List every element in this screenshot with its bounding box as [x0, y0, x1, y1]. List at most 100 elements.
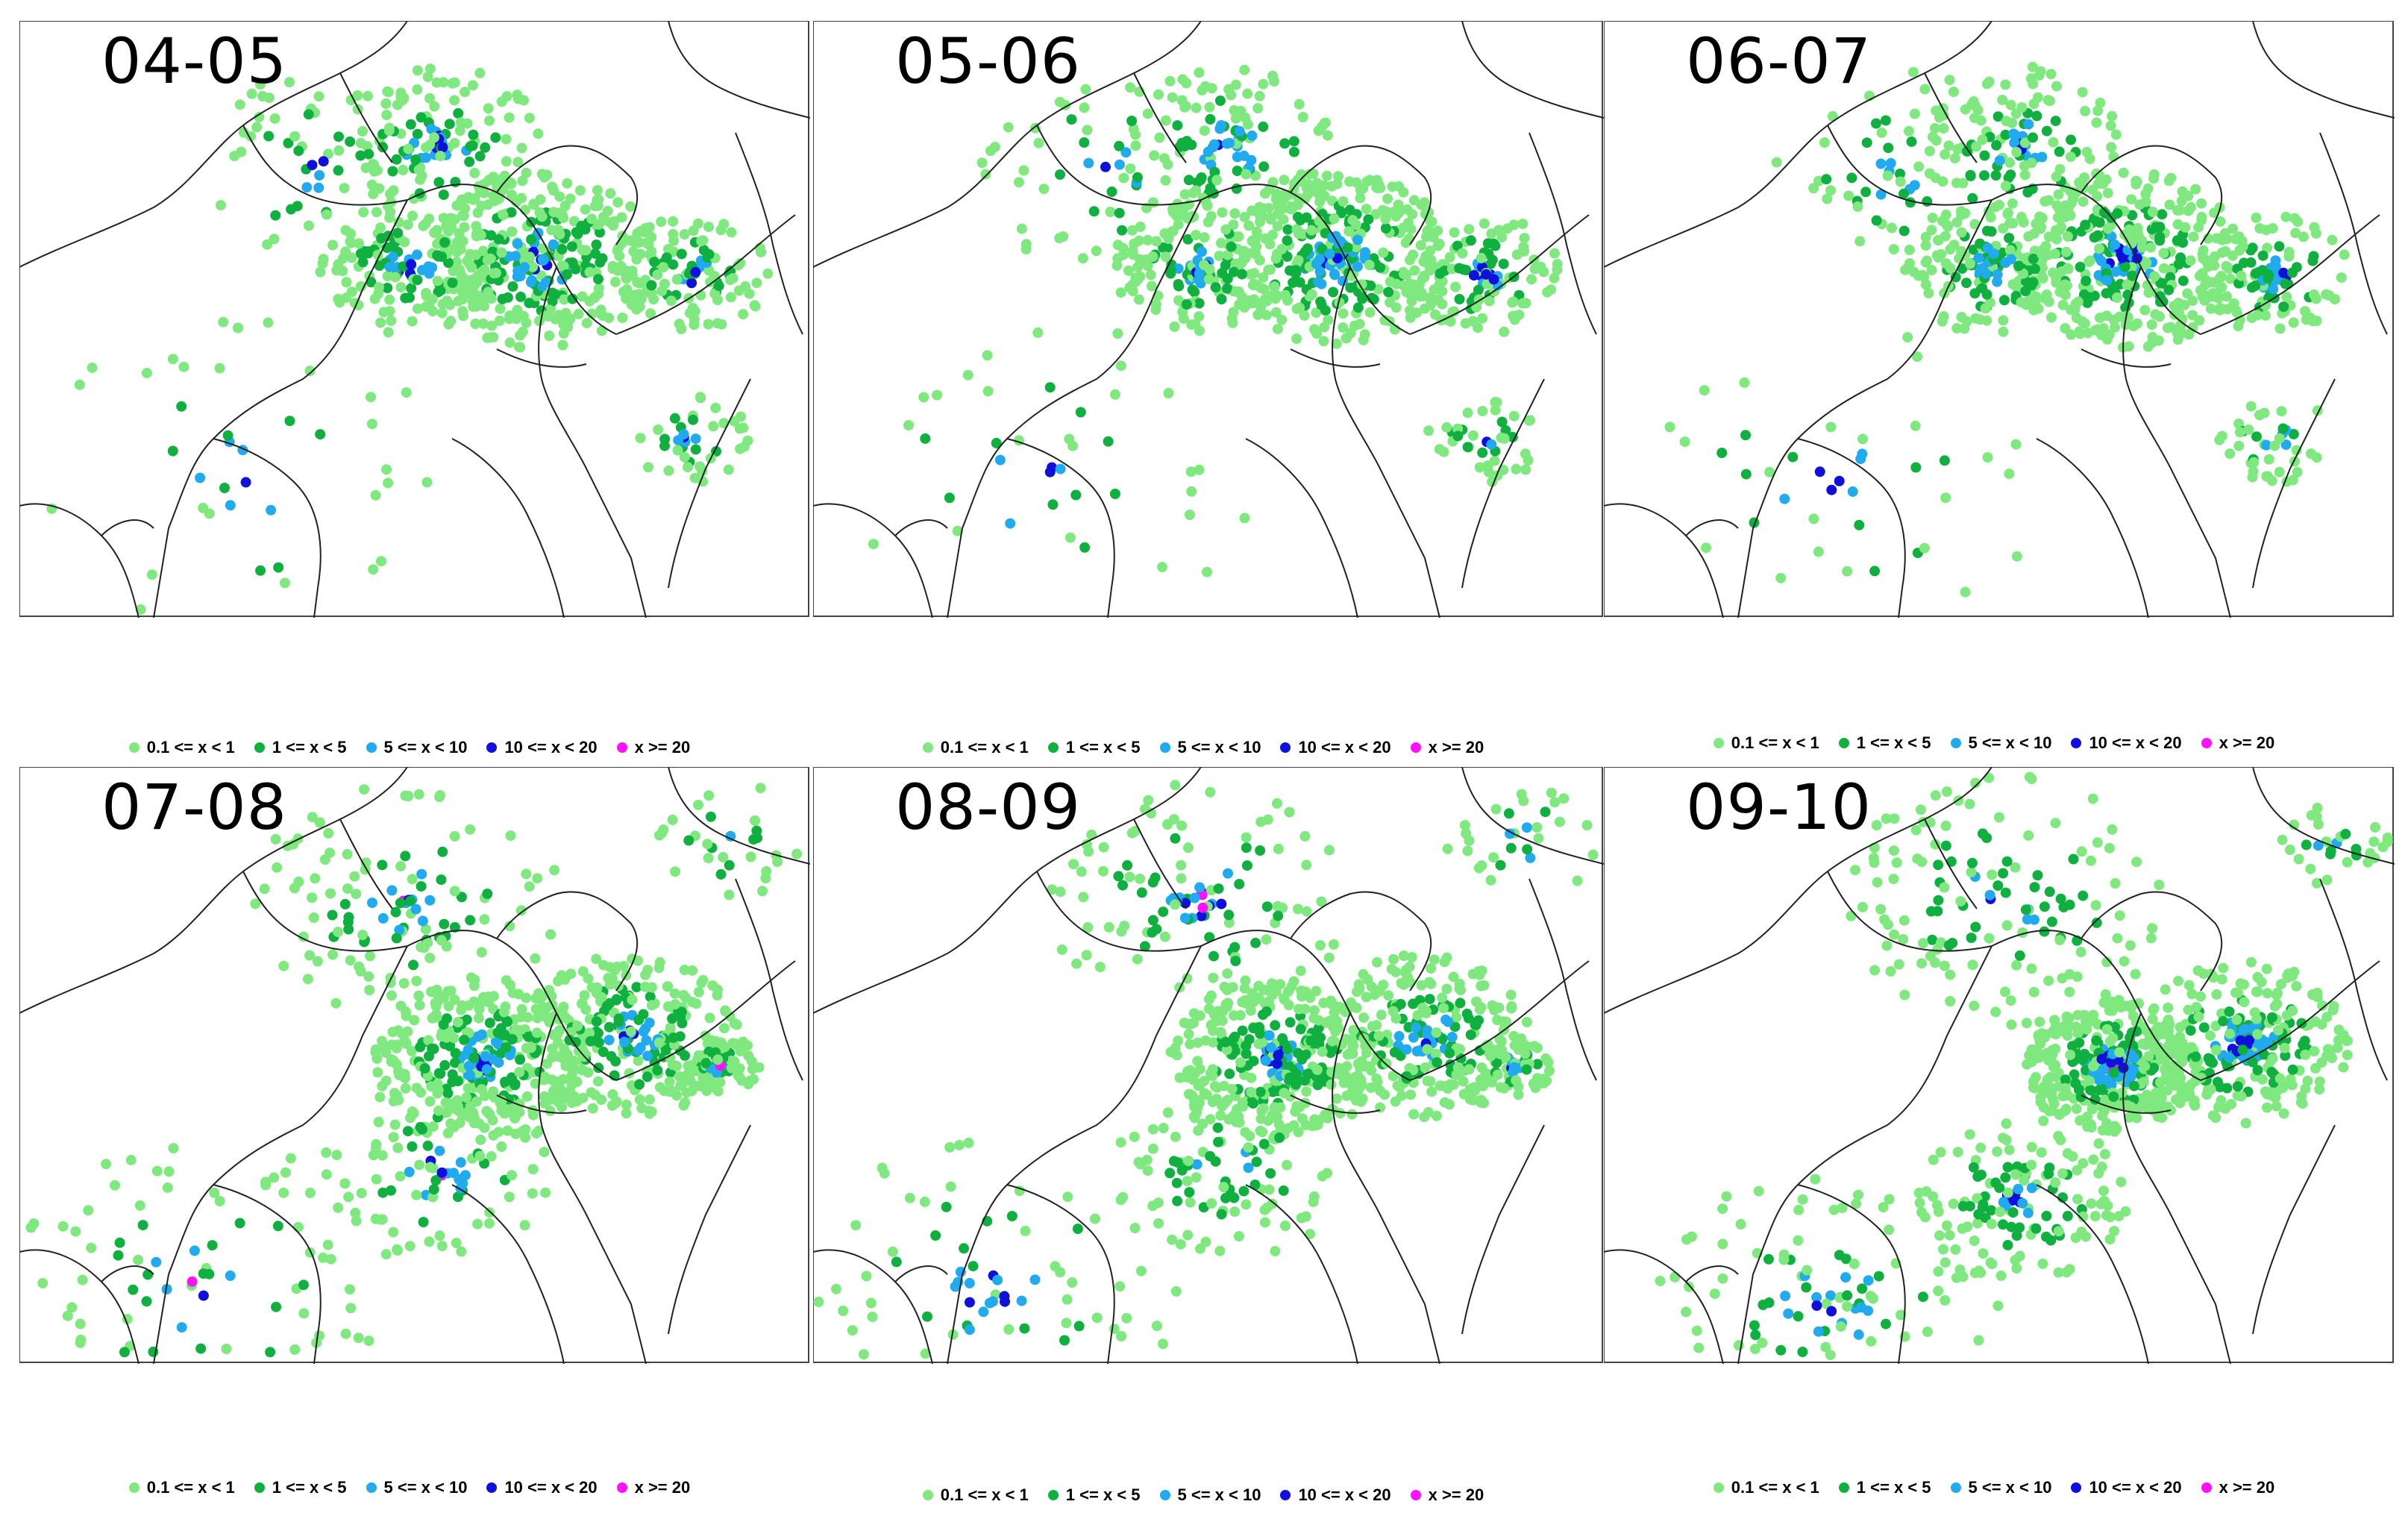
precip-station-dot — [1229, 104, 1240, 116]
precip-station-dot — [682, 1068, 693, 1080]
precip-station-dot — [2122, 279, 2133, 290]
precip-station-dot — [868, 539, 879, 550]
precip-station-dot — [1740, 469, 1752, 480]
precip-station-dot — [1882, 170, 1893, 181]
precip-station-dot — [385, 207, 396, 218]
precip-station-dot — [2057, 1091, 2069, 1102]
precip-station-dot — [1176, 1165, 1188, 1176]
precip-station-dot — [1424, 292, 1435, 304]
precip-station-dot — [1191, 1172, 1202, 1183]
precip-station-dot — [272, 1221, 283, 1232]
precip-station-dot — [420, 924, 431, 935]
precip-station-dot — [481, 1064, 492, 1075]
province-boundary — [668, 378, 751, 589]
precip-station-dot — [370, 1044, 381, 1055]
precip-station-dot — [528, 199, 539, 210]
precip-station-dot — [2095, 255, 2107, 266]
precip-station-dot — [1522, 844, 1533, 855]
precip-station-dot — [285, 1153, 296, 1164]
precip-station-dot — [471, 249, 481, 260]
precip-station-dot — [1258, 1103, 1269, 1114]
precip-station-dot — [1716, 448, 1728, 458]
precip-station-dot — [1291, 333, 1302, 344]
precip-station-dot — [479, 914, 490, 925]
precip-station-dot — [729, 1056, 740, 1067]
precip-station-dot — [384, 122, 395, 134]
precip-station-dot — [2107, 110, 2118, 122]
precip-station-dot — [445, 1118, 457, 1129]
precip-station-dot — [2269, 440, 2280, 451]
legend-dot-icon — [1159, 1490, 1170, 1500]
precip-station-dot — [460, 87, 471, 98]
precip-station-dot — [1123, 265, 1134, 276]
precip-station-dot — [1255, 1086, 1266, 1097]
precip-station-dot — [1382, 193, 1393, 204]
precip-station-dot — [1444, 251, 1455, 263]
precip-station-dot — [709, 271, 720, 282]
precip-station-dot — [1476, 1097, 1487, 1108]
precip-station-dot — [1940, 492, 1951, 504]
precip-station-dot — [2106, 142, 2117, 153]
precip-station-dot — [1275, 1102, 1286, 1113]
precip-station-dot — [313, 182, 324, 193]
precip-station-dot — [416, 868, 427, 880]
precip-station-dot — [565, 193, 576, 204]
precip-station-dot — [1305, 1036, 1317, 1046]
precip-station-dot — [1109, 489, 1120, 499]
precip-station-dot — [700, 1058, 712, 1068]
precip-station-dot — [269, 113, 280, 124]
precip-station-dot — [1813, 546, 1824, 557]
precip-station-dot — [1204, 101, 1215, 113]
precip-station-dot — [392, 1245, 403, 1256]
precip-station-dot — [412, 275, 423, 286]
precip-station-dot — [587, 1103, 598, 1114]
precip-station-dot — [718, 1023, 730, 1034]
precip-station-dot — [233, 322, 243, 333]
precip-station-dot — [2028, 304, 2039, 316]
precip-station-dot — [514, 1067, 525, 1078]
precip-station-dot — [1291, 224, 1302, 235]
precip-station-dot — [1439, 1097, 1450, 1108]
precip-station-dot — [672, 445, 683, 456]
precip-station-dot — [536, 992, 548, 1003]
precip-station-dot — [545, 929, 556, 940]
precip-station-dot — [980, 169, 991, 180]
precip-station-dot — [411, 1083, 422, 1094]
precip-station-dot — [293, 876, 304, 887]
precip-station-dot — [1272, 221, 1283, 232]
precip-station-dot — [1086, 829, 1097, 840]
precip-station-dot — [87, 362, 98, 373]
precip-station-dot — [1347, 215, 1358, 226]
precip-station-dot — [1521, 1016, 1532, 1027]
precip-station-dot — [254, 112, 265, 122]
precip-station-dot — [607, 263, 618, 275]
precip-station-dot — [1984, 76, 1995, 87]
map-canvas — [19, 21, 810, 618]
precip-station-dot — [2280, 439, 2292, 450]
precip-station-dot — [1091, 245, 1102, 257]
precip-station-dot — [1223, 1114, 1235, 1125]
precip-station-dot — [444, 119, 455, 130]
precip-station-dot — [2182, 288, 2193, 299]
precip-station-dot — [119, 1347, 130, 1358]
precip-station-dot — [1228, 307, 1239, 318]
precip-station-dot — [464, 258, 474, 269]
precip-station-dot — [1132, 172, 1143, 183]
precip-station-dot — [2248, 457, 2260, 468]
precip-station-dot — [2016, 212, 2027, 222]
precip-station-dot — [1454, 294, 1465, 304]
precip-station-dot — [1875, 189, 1887, 200]
precip-station-dot — [453, 295, 464, 307]
precip-station-dot — [488, 172, 499, 183]
precip-station-dot — [1147, 915, 1158, 926]
precip-station-dot — [1432, 225, 1443, 237]
precip-station-dot — [473, 1012, 484, 1024]
precip-station-dot — [490, 132, 501, 143]
precip-station-dot — [891, 1256, 902, 1268]
precip-station-dot — [493, 1127, 504, 1138]
precip-station-dot — [1847, 486, 1858, 497]
precip-station-dot — [1128, 124, 1139, 134]
precip-station-dot — [544, 985, 554, 996]
precip-station-dot — [263, 131, 275, 142]
precip-station-dot — [1029, 1274, 1041, 1285]
